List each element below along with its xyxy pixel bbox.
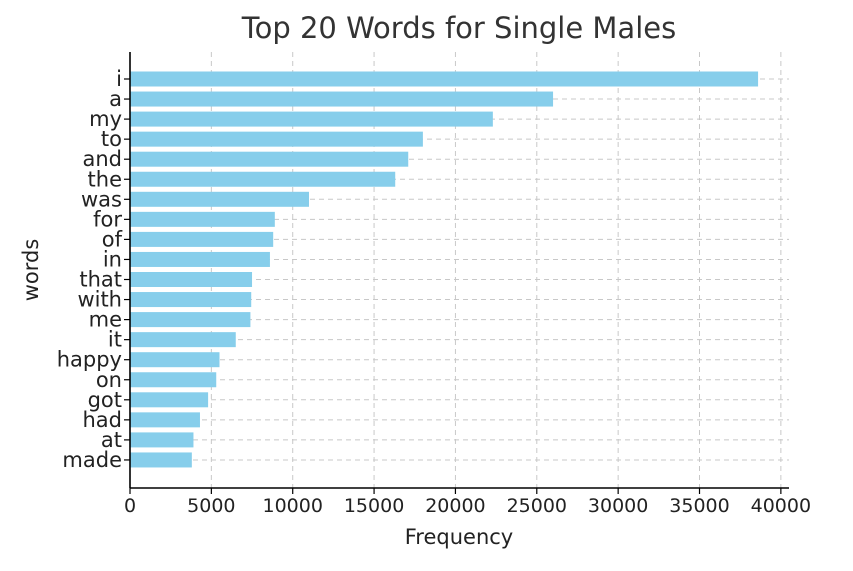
y-tick-label: got — [88, 388, 122, 412]
y-tick-label: for — [93, 207, 122, 231]
y-axis-label: words — [19, 239, 43, 302]
x-tick-label: 5000 — [187, 495, 235, 517]
x-tick-label: 30000 — [588, 495, 648, 517]
y-tick-label: at — [101, 428, 122, 452]
bar-my — [130, 111, 493, 127]
chart-title: Top 20 Words for Single Males — [241, 11, 676, 45]
x-tick-label: 15000 — [344, 495, 404, 517]
bar-was — [130, 191, 309, 207]
y-tick-label: was — [81, 187, 122, 211]
bar-on — [130, 372, 217, 388]
x-tick-label: 25000 — [507, 495, 567, 517]
axes — [124, 52, 789, 494]
bar-a — [130, 91, 554, 107]
x-tick-label: 35000 — [669, 495, 729, 517]
x-tick-label: 20000 — [425, 495, 485, 517]
bar-i — [130, 71, 759, 87]
y-tick-label: i — [116, 67, 122, 91]
tick-labels: 0 5000 10000 15000 20000 25000 30000 35000 40000… — [57, 67, 811, 517]
bar-at — [130, 432, 194, 448]
x-tick-label: 40000 — [751, 495, 811, 517]
bar-had — [130, 412, 200, 428]
y-tick-label: of — [102, 227, 123, 251]
bar-with — [130, 292, 252, 308]
bar-in — [130, 251, 270, 267]
x-tick-label: 0 — [124, 495, 136, 517]
y-tick-label: it — [108, 328, 122, 352]
y-tick-label: a — [109, 87, 122, 111]
bar-it — [130, 332, 236, 348]
y-tick-label: that — [79, 268, 122, 292]
y-tick-label: happy — [57, 348, 122, 372]
y-tick-label: in — [103, 247, 122, 271]
y-tick-label: had — [82, 408, 122, 432]
y-tick-label: made — [62, 448, 122, 472]
bar-and — [130, 151, 409, 167]
y-tick-label: the — [88, 167, 122, 191]
bar-for — [130, 211, 275, 227]
bar-the — [130, 171, 396, 187]
y-tick-label: to — [101, 127, 122, 151]
bars — [130, 71, 759, 468]
bar-made — [130, 452, 192, 468]
x-tick-label: 10000 — [262, 495, 322, 517]
bar-that — [130, 272, 253, 287]
bar-of — [130, 231, 274, 247]
bar-to — [130, 131, 423, 147]
y-tick-label: with — [77, 288, 122, 312]
bar-got — [130, 392, 209, 408]
x-axis-label: Frequency — [405, 525, 514, 549]
bar-me — [130, 312, 251, 328]
y-tick-label: and — [82, 147, 122, 171]
bar-happy — [130, 352, 220, 368]
y-tick-label: on — [96, 368, 122, 392]
y-tick-label: my — [89, 107, 122, 131]
y-tick-label: me — [89, 308, 122, 332]
